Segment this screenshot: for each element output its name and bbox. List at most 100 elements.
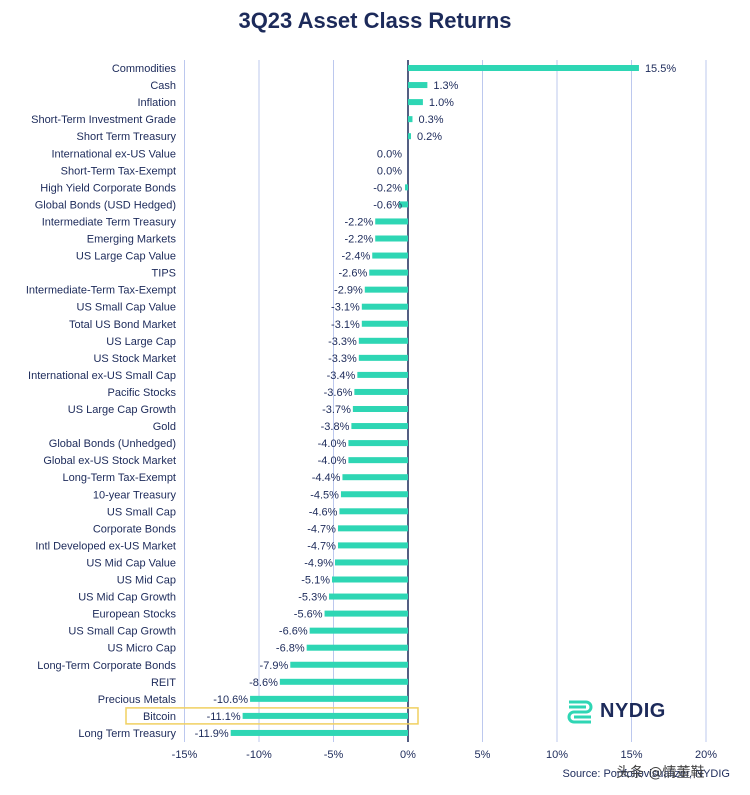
value-label: -4.0% xyxy=(318,455,347,467)
category-label: US Mid Cap Growth xyxy=(78,592,176,604)
value-label: -5.6% xyxy=(294,609,323,621)
category-label: European Stocks xyxy=(92,609,176,621)
category-label: Long-Term Tax-Exempt xyxy=(62,472,176,484)
highlight-box xyxy=(125,707,419,725)
value-label: -0.6% xyxy=(373,199,402,211)
x-tick-label: 5% xyxy=(475,749,491,761)
value-label: -11.1% xyxy=(207,711,241,723)
category-label: Emerging Markets xyxy=(87,234,177,246)
category-label: Total US Bond Market xyxy=(69,319,176,331)
chart-title: 3Q23 Asset Class Returns xyxy=(238,8,512,33)
value-label: -4.6% xyxy=(309,506,338,518)
value-label: 0.0% xyxy=(377,148,402,160)
x-tick-label: 0% xyxy=(400,749,416,761)
value-label: -2.2% xyxy=(344,216,373,228)
category-label: Gold xyxy=(153,421,176,433)
category-label: Intermediate-Term Tax-Exempt xyxy=(26,285,176,297)
bar xyxy=(279,678,408,685)
value-label: -3.6% xyxy=(324,387,353,399)
category-label: Precious Metals xyxy=(98,694,177,706)
value-label: -8.6% xyxy=(249,677,278,689)
x-tick-label: -5% xyxy=(324,749,344,761)
category-label: US Large Cap xyxy=(106,336,176,348)
category-label: US Stock Market xyxy=(93,353,176,365)
value-label: 1.0% xyxy=(429,97,454,109)
bar xyxy=(408,82,428,89)
bitcoin-highlight-box xyxy=(125,707,419,725)
value-label: 0.2% xyxy=(417,131,442,143)
category-label: US Large Cap Value xyxy=(76,251,176,263)
category-label: Bitcoin xyxy=(143,711,176,723)
x-tick-label: 20% xyxy=(695,749,717,761)
category-label: US Mid Cap xyxy=(117,575,176,587)
bar xyxy=(337,525,408,532)
value-label: -3.3% xyxy=(328,353,357,365)
bar xyxy=(230,729,408,736)
value-label: -2.4% xyxy=(341,251,370,263)
value-label: -11.9% xyxy=(195,728,229,740)
bar xyxy=(324,610,408,617)
x-tick-label: -10% xyxy=(246,749,272,761)
nydig-logo: NYDIG xyxy=(566,698,666,724)
category-label: US Large Cap Growth xyxy=(68,404,176,416)
category-label: US Micro Cap xyxy=(108,643,176,655)
value-label: -3.1% xyxy=(331,319,360,331)
logo-text: NYDIG xyxy=(600,699,666,722)
value-label: -3.7% xyxy=(322,404,351,416)
bar xyxy=(405,184,408,191)
category-label: Long Term Treasury xyxy=(78,728,176,740)
bar xyxy=(361,303,408,310)
nydig-logo-icon xyxy=(567,700,593,724)
x-tick-label: 15% xyxy=(620,749,642,761)
bar xyxy=(375,218,408,225)
value-label: -2.2% xyxy=(344,234,373,246)
value-label: -3.4% xyxy=(327,370,356,382)
value-label: -7.9% xyxy=(260,660,289,672)
category-label: Global ex-US Stock Market xyxy=(43,455,176,467)
category-label: 10-year Treasury xyxy=(93,489,177,501)
value-label: -5.3% xyxy=(298,592,327,604)
bar xyxy=(352,406,408,412)
category-label: International ex-US Value xyxy=(51,148,176,160)
value-label: -2.6% xyxy=(339,268,368,280)
bar xyxy=(357,371,408,378)
category-label: High Yield Corporate Bonds xyxy=(40,182,176,194)
bar xyxy=(339,508,408,515)
value-label: -4.5% xyxy=(310,489,339,501)
value-label: -5.1% xyxy=(301,575,330,587)
bar xyxy=(372,252,408,259)
value-label: -2.9% xyxy=(334,285,363,297)
category-label: Short-Term Investment Grade xyxy=(31,114,176,126)
bar xyxy=(354,388,408,395)
value-label: -3.1% xyxy=(331,302,360,314)
value-label: -6.6% xyxy=(279,626,308,638)
bar xyxy=(408,99,423,106)
bar xyxy=(306,644,408,651)
watermark: 头条 @情董鞋 xyxy=(616,765,705,781)
bar xyxy=(348,457,408,464)
category-label: Inflation xyxy=(137,97,176,109)
grid-lines xyxy=(184,60,707,742)
category-labels: Commodities Cash Inflation Short-Term Inves… xyxy=(26,63,177,740)
bar xyxy=(408,65,639,71)
category-label: Short-Term Tax-Exempt xyxy=(61,165,176,177)
category-label: International ex-US Small Cap xyxy=(28,370,176,382)
category-label: Global Bonds (Unhedged) xyxy=(49,438,176,450)
category-label: Pacific Stocks xyxy=(108,387,177,399)
bar xyxy=(332,576,408,583)
category-label: Long-Term Corporate Bonds xyxy=(37,660,176,672)
category-label: Cash xyxy=(150,80,176,92)
bar xyxy=(369,269,408,276)
bar xyxy=(361,320,408,327)
value-labels: 15.5%1.3%1.0%0.3%0.2%0.0%0.0%-0.2%-0.6%-… xyxy=(195,63,677,740)
value-label: -4.7% xyxy=(307,523,336,535)
category-label: US Small Cap Value xyxy=(77,302,176,314)
bar xyxy=(250,695,408,702)
category-label: Global Bonds (USD Hedged) xyxy=(35,199,176,211)
bar xyxy=(290,661,408,668)
category-label: Intl Developed ex-US Market xyxy=(35,540,176,552)
category-label: US Small Cap Growth xyxy=(68,626,176,638)
bar xyxy=(358,354,408,361)
bar xyxy=(309,627,408,634)
